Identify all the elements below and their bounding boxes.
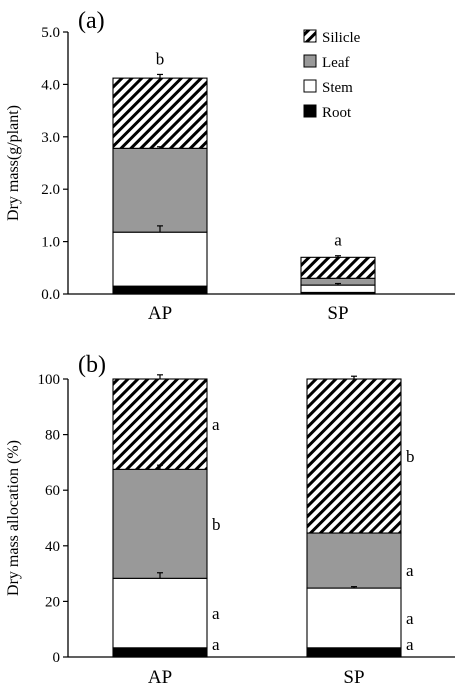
y-tick-label: 1.0: [41, 235, 60, 251]
x-tick-label: SP: [343, 667, 364, 685]
chart-panel-a: 0.0 1.0 2.0 3.0 4.0 5.0 Dry mass(g/plant) (a) AP…: [5, 8, 455, 324]
y-tick-label: 100: [38, 372, 61, 388]
legend-label: Leaf: [322, 55, 349, 71]
x-tick-label: AP: [148, 667, 172, 685]
y-axis-label: Dry mass allocation (%): [5, 440, 22, 596]
significance-letter: a: [334, 231, 342, 250]
significance-letter: a: [406, 635, 414, 654]
legend-swatch-silicle: [303, 29, 317, 43]
x-tick-label: AP: [148, 303, 172, 324]
significance-letter: b: [406, 447, 415, 466]
significance-letter: a: [212, 604, 220, 623]
legend-swatch-leaf: [303, 54, 317, 68]
bar-silicle-sp: [300, 256, 376, 279]
significance-letter: a: [406, 561, 414, 580]
y-tick-label: 4.0: [41, 77, 60, 93]
bar-silicle-ap: [112, 378, 208, 470]
y-tick-label: 60: [45, 483, 60, 499]
y-tick-label: 2.0: [41, 182, 60, 198]
bar-silicle-ap: [112, 77, 208, 149]
y-axis-label: Dry mass(g/plant): [5, 105, 22, 221]
bar-stem-sp: [300, 284, 376, 293]
bar-leaf-sp: [306, 532, 402, 589]
y-tick-label: 80: [45, 428, 60, 444]
chart-panel-b: 0 20 40 60 80 100 Dry mass allocation (%) (b) AP…: [5, 352, 455, 685]
significance-letter: a: [212, 415, 220, 434]
bar-root-ap: [112, 285, 208, 295]
panel-label: (b): [78, 352, 106, 378]
bar-root-ap: [112, 647, 208, 658]
bar-leaf-ap: [112, 468, 208, 579]
significance-letter: b: [212, 515, 221, 534]
y-tick-label: 3.0: [41, 130, 60, 146]
bar-stem-sp: [306, 587, 402, 649]
significance-letter: a: [406, 609, 414, 628]
significance-letter: a: [212, 635, 220, 654]
y-tick-label: 0.0: [41, 287, 60, 303]
legend-swatch-stem: [303, 79, 317, 93]
bar-silicle-sp: [306, 378, 402, 534]
y-tick-label: 20: [45, 594, 60, 610]
bar-root-sp: [306, 647, 402, 658]
significance-letter: b: [156, 49, 165, 68]
legend-label: Stem: [322, 80, 353, 96]
x-tick-label: SP: [327, 303, 348, 324]
y-tick-label: 0: [53, 650, 61, 666]
panel-label: (a): [78, 8, 105, 34]
bar-stem-ap: [112, 577, 208, 649]
y-tick-label: 5.0: [41, 25, 60, 41]
bar-stem-ap: [112, 231, 208, 287]
legend-swatch-root: [303, 104, 317, 118]
legend-label: Root: [322, 105, 352, 121]
y-tick-label: 40: [45, 539, 60, 555]
bar-leaf-ap: [112, 147, 208, 233]
legend-label: Silicle: [322, 30, 361, 46]
